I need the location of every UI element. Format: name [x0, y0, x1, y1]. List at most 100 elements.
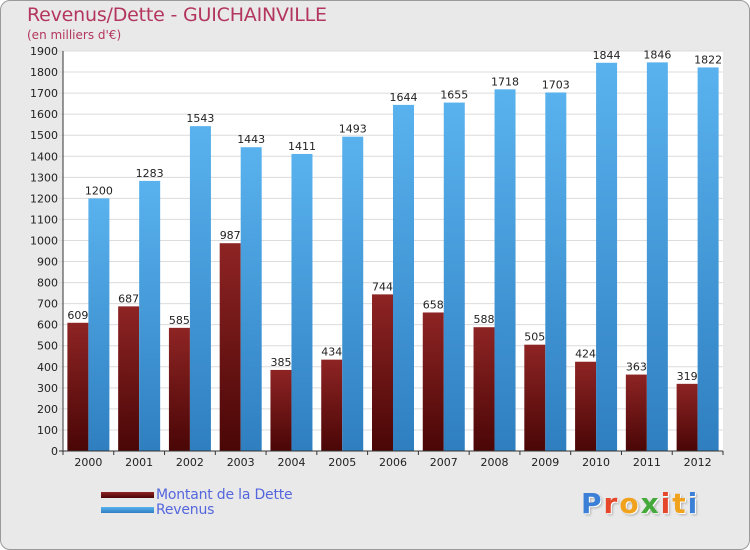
data-label-revenue: 1822 — [694, 53, 722, 66]
y-tick-label: 200 — [37, 403, 58, 416]
x-tick-label: 2003 — [227, 456, 255, 469]
x-tick-label: 2001 — [125, 456, 153, 469]
data-label-debt: 744 — [372, 280, 393, 293]
y-tick-label: 1700 — [30, 87, 58, 100]
data-label-revenue: 1703 — [542, 78, 570, 91]
data-label-debt: 585 — [169, 314, 190, 327]
data-label-debt: 363 — [626, 361, 647, 374]
bar-revenue — [189, 126, 211, 451]
legend-label-revenue: Revenus — [156, 501, 215, 518]
y-tick-label: 1500 — [30, 129, 58, 142]
x-tick-label: 2007 — [430, 456, 458, 469]
bar-debt — [118, 306, 140, 451]
x-tick-label: 2004 — [277, 456, 305, 469]
x-tick-label: 2006 — [379, 456, 407, 469]
data-label-debt: 609 — [67, 309, 88, 322]
bar-revenue — [139, 180, 161, 452]
data-label-revenue: 1283 — [136, 167, 164, 180]
bar-debt — [67, 322, 89, 451]
legend-swatch-revenue — [101, 506, 154, 513]
x-tick-label: 2012 — [684, 456, 712, 469]
legend-label-debt: Montant de la Dette — [156, 486, 293, 503]
bar-revenue — [342, 136, 364, 451]
logo-letter: r — [603, 487, 620, 520]
y-tick-label: 1300 — [30, 171, 58, 184]
data-label-revenue: 1644 — [390, 91, 418, 104]
y-tick-label: 1100 — [30, 213, 58, 226]
bar-revenue — [545, 92, 567, 451]
x-tick-label: 2000 — [74, 456, 102, 469]
proxiti-logo: Proxiti — [581, 487, 699, 520]
data-label-revenue: 1846 — [643, 48, 671, 61]
y-tick-label: 100 — [37, 424, 58, 437]
bar-debt — [575, 361, 597, 451]
bar-debt — [219, 243, 241, 451]
y-tick-label: 300 — [37, 382, 58, 395]
y-tick-label: 0 — [51, 445, 58, 458]
legend-swatch-debt — [101, 491, 154, 498]
bar-revenue — [443, 102, 465, 451]
bar-debt — [524, 344, 546, 451]
bar-revenue — [393, 104, 414, 451]
y-tick-label: 700 — [37, 298, 58, 311]
x-tick-label: 2002 — [176, 456, 204, 469]
y-tick-label: 600 — [37, 319, 58, 332]
y-tick-label: 1900 — [30, 45, 58, 58]
bar-debt — [168, 327, 190, 451]
logo-letter: t — [672, 487, 688, 520]
logo-letter: i — [660, 487, 673, 520]
bar-debt — [473, 327, 495, 451]
y-tick-label: 800 — [37, 277, 58, 290]
data-label-debt: 687 — [118, 292, 139, 305]
bar-revenue — [697, 67, 719, 451]
bar-revenue — [88, 198, 110, 451]
data-label-revenue: 1844 — [593, 49, 621, 62]
x-tick-label: 2011 — [633, 456, 661, 469]
data-label-debt: 434 — [321, 346, 342, 359]
chart-subtitle: (en milliers d'€) — [27, 28, 122, 42]
chart-legend: Montant de la Dette Revenus — [101, 486, 293, 518]
data-label-revenue: 1655 — [440, 89, 468, 102]
data-label-debt: 505 — [524, 331, 545, 344]
bar-debt — [422, 312, 444, 451]
y-tick-label: 1400 — [30, 150, 58, 163]
x-tick-label: 2010 — [582, 456, 610, 469]
bar-debt — [676, 383, 698, 451]
data-label-revenue: 1443 — [237, 133, 265, 146]
y-tick-label: 1200 — [30, 192, 58, 205]
data-label-debt: 319 — [677, 370, 698, 383]
logo-letter: P — [581, 487, 604, 520]
bar-revenue — [646, 62, 668, 452]
bar-debt — [372, 294, 393, 451]
logo-letter: o — [619, 487, 641, 520]
y-tick-label: 1000 — [30, 234, 58, 247]
data-label-revenue: 1493 — [339, 123, 367, 136]
data-label-debt: 658 — [423, 298, 444, 311]
y-tick-label: 1800 — [30, 66, 58, 79]
legend-item-debt: Montant de la Dette — [101, 486, 293, 503]
data-label-debt: 424 — [575, 348, 596, 361]
logo-letter: i — [687, 487, 700, 520]
data-label-revenue: 1411 — [288, 140, 316, 153]
bar-debt — [321, 359, 343, 451]
logo-letter: x — [640, 487, 661, 520]
data-label-revenue: 1718 — [491, 75, 519, 88]
data-label-revenue: 1543 — [186, 112, 214, 125]
y-tick-label: 900 — [37, 256, 58, 269]
bar-revenue — [596, 62, 618, 451]
x-tick-label: 2008 — [481, 456, 509, 469]
data-label-debt: 385 — [270, 356, 291, 369]
data-label-debt: 588 — [474, 313, 495, 326]
x-tick-label: 2009 — [531, 456, 559, 469]
legend-item-revenue: Revenus — [101, 501, 292, 518]
bar-revenue — [291, 153, 313, 451]
data-label-debt: 987 — [220, 229, 241, 242]
bar-revenue — [494, 89, 516, 451]
bar-debt — [625, 374, 647, 451]
y-tick-label: 500 — [37, 340, 58, 353]
y-tick-label: 400 — [37, 361, 58, 374]
data-label-revenue: 1200 — [85, 184, 113, 197]
chart-title: Revenus/Dette - GUICHAINVILLE — [27, 4, 327, 26]
